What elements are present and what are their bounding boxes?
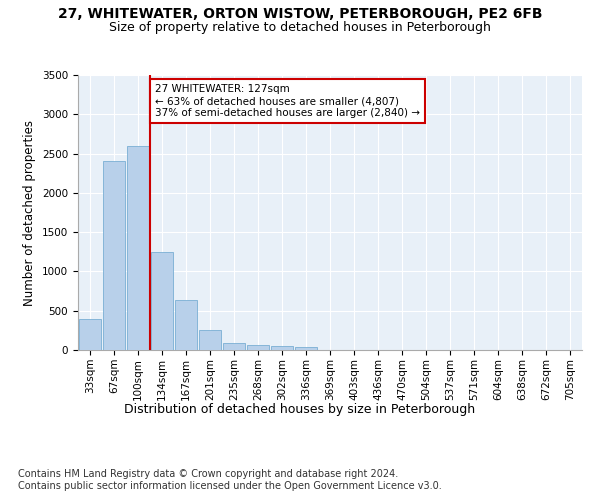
Y-axis label: Number of detached properties: Number of detached properties [23, 120, 37, 306]
Text: Distribution of detached houses by size in Peterborough: Distribution of detached houses by size … [124, 402, 476, 415]
Text: 27 WHITEWATER: 127sqm
← 63% of detached houses are smaller (4,807)
37% of semi-d: 27 WHITEWATER: 127sqm ← 63% of detached … [155, 84, 420, 117]
Text: Contains public sector information licensed under the Open Government Licence v3: Contains public sector information licen… [18, 481, 442, 491]
Bar [271, 346, 293, 350]
Bar [103, 162, 125, 350]
Text: Contains HM Land Registry data © Crown copyright and database right 2024.: Contains HM Land Registry data © Crown c… [18, 469, 398, 479]
Bar [295, 347, 317, 350]
Bar [79, 320, 101, 350]
Bar [151, 252, 173, 350]
Text: 27, WHITEWATER, ORTON WISTOW, PETERBOROUGH, PE2 6FB: 27, WHITEWATER, ORTON WISTOW, PETERBOROU… [58, 8, 542, 22]
Bar [223, 342, 245, 350]
Bar [175, 300, 197, 350]
Text: Size of property relative to detached houses in Peterborough: Size of property relative to detached ho… [109, 21, 491, 34]
Bar [247, 346, 269, 350]
Bar [127, 146, 149, 350]
Bar [199, 330, 221, 350]
